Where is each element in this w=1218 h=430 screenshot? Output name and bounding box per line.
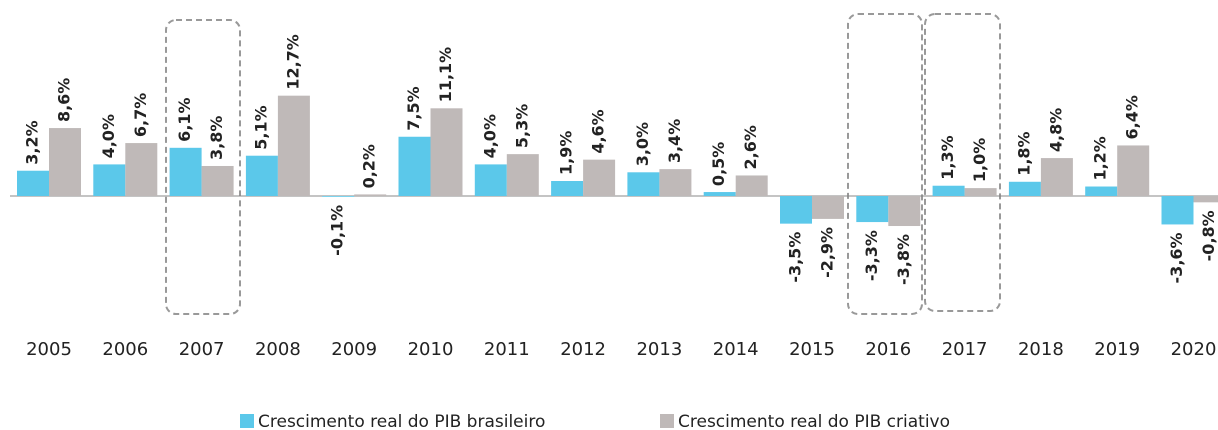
legend-label: Crescimento real do PIB criativo: [678, 412, 950, 430]
bar: [1008, 181, 1041, 196]
bar: [245, 155, 278, 196]
data-label: 3,8%: [207, 116, 226, 160]
data-label: 3,2%: [23, 120, 42, 164]
data-label: 4,0%: [480, 114, 499, 158]
highlight-box: [847, 13, 923, 315]
data-label: -3,3%: [862, 230, 881, 281]
x-tick-label: 2017: [942, 339, 988, 360]
x-tick-label: 2015: [789, 339, 835, 360]
bar: [1117, 145, 1150, 196]
bar: [1040, 158, 1073, 196]
bar: [583, 159, 616, 196]
data-label: 11,1%: [436, 47, 455, 103]
bar: [551, 180, 584, 196]
bar: [703, 192, 736, 196]
x-tick-label: 2019: [1094, 339, 1140, 360]
bar: [1193, 196, 1218, 203]
bar: [354, 194, 387, 196]
data-label: 1,8%: [1014, 131, 1033, 175]
data-label: 6,7%: [131, 93, 150, 137]
x-tick-label: 2005: [26, 339, 72, 360]
data-label: 1,2%: [1091, 136, 1110, 180]
x-tick-label: 2012: [560, 339, 606, 360]
bar: [888, 196, 921, 227]
legend-swatch: [240, 414, 254, 428]
bar: [1085, 186, 1118, 196]
data-label: 4,6%: [589, 109, 608, 153]
data-label: 5,3%: [512, 104, 531, 148]
data-label: 1,9%: [557, 131, 576, 175]
data-label: -2,9%: [818, 227, 837, 278]
legend-swatch: [660, 414, 674, 428]
bar: [201, 165, 234, 196]
bar: [49, 128, 81, 196]
data-label: -0,1%: [328, 205, 347, 256]
x-tick-label: 2018: [1018, 339, 1064, 360]
bar: [430, 108, 463, 196]
x-tick-label: 2007: [179, 339, 225, 360]
data-label: 6,4%: [1123, 95, 1142, 139]
bar: [322, 196, 355, 197]
data-label: 6,1%: [175, 97, 194, 141]
data-label: 12,7%: [283, 34, 302, 90]
data-label: -3,6%: [1167, 232, 1186, 283]
data-label: 5,1%: [251, 105, 270, 149]
data-label: 1,0%: [970, 138, 989, 182]
data-label: -0,8%: [1199, 210, 1218, 261]
bar: [1161, 196, 1194, 225]
bar: [93, 164, 126, 196]
bar: [125, 143, 158, 196]
data-label: 3,0%: [633, 122, 652, 166]
data-label: -3,5%: [786, 232, 805, 283]
data-label: 1,3%: [938, 135, 957, 179]
bar: [812, 196, 844, 219]
bar: [659, 169, 692, 196]
x-tick-label: 2013: [636, 339, 682, 360]
data-label: 4,0%: [99, 114, 118, 158]
highlight-box: [165, 19, 241, 315]
bar: [627, 172, 660, 196]
bar: [474, 164, 507, 196]
bar: [169, 147, 202, 196]
data-label: 2,6%: [741, 125, 760, 169]
x-tick-label: 2014: [713, 339, 759, 360]
data-label: 4,8%: [1046, 108, 1065, 152]
x-tick-label: 2011: [484, 339, 530, 360]
legend-label: Crescimento real do PIB brasileiro: [258, 412, 545, 430]
bar: [780, 196, 812, 224]
bar: [856, 196, 889, 223]
data-label: 0,5%: [709, 142, 728, 186]
bar: [398, 136, 431, 196]
x-tick-label: 2010: [408, 339, 454, 360]
data-label: 3,4%: [665, 119, 684, 163]
bar: [277, 95, 310, 196]
bar: [735, 175, 768, 196]
x-tick-label: 2020: [1171, 339, 1217, 360]
x-tick-label: 2016: [865, 339, 911, 360]
highlight-box: [924, 13, 1001, 312]
data-label: 0,2%: [360, 144, 379, 188]
data-label: 7,5%: [404, 86, 423, 130]
bar: [964, 188, 997, 196]
data-label: -3,8%: [894, 234, 913, 285]
x-tick-label: 2006: [102, 339, 148, 360]
x-tick-label: 2008: [255, 339, 301, 360]
bar: [17, 170, 49, 196]
data-label: 8,6%: [55, 78, 74, 122]
bar: [506, 154, 539, 196]
bar: [932, 185, 965, 196]
x-tick-label: 2009: [331, 339, 377, 360]
